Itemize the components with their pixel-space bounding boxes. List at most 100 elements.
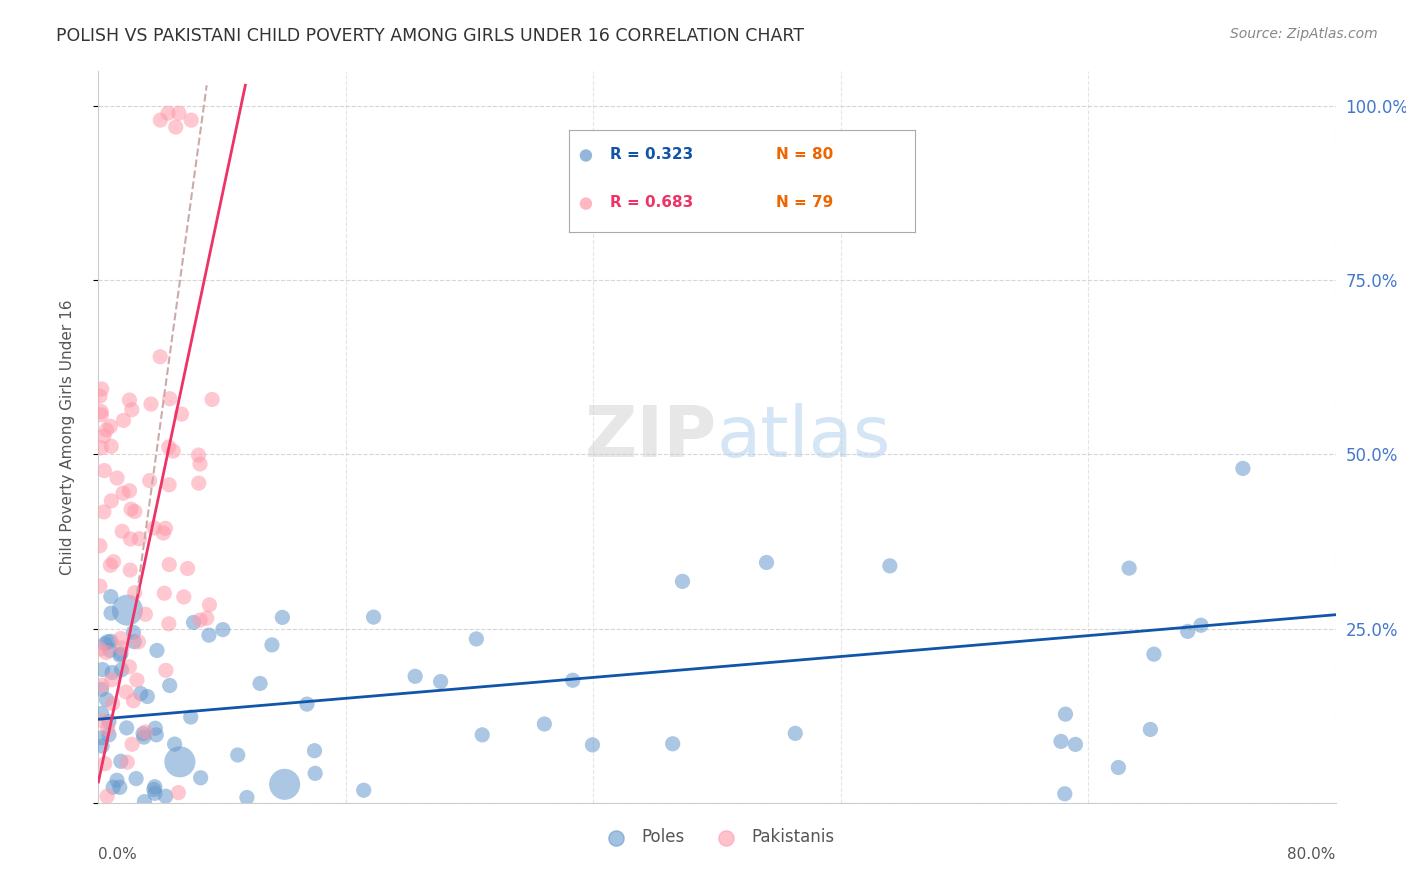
- Point: [304, 766, 326, 780]
- Point: [129, 687, 152, 701]
- Point: [1064, 738, 1087, 752]
- Point: [96, 789, 118, 804]
- Point: [429, 674, 451, 689]
- Point: [173, 590, 195, 604]
- Point: [211, 623, 233, 637]
- Point: [124, 634, 146, 648]
- Text: POLISH VS PAKISTANI CHILD POVERTY AMONG GIRLS UNDER 16 CORRELATION CHART: POLISH VS PAKISTANI CHILD POVERTY AMONG …: [56, 27, 804, 45]
- Point: [132, 726, 155, 740]
- Point: [111, 524, 134, 539]
- Point: [260, 638, 283, 652]
- Point: [122, 694, 145, 708]
- Point: [100, 558, 122, 573]
- Point: [755, 556, 778, 570]
- Point: [94, 637, 117, 651]
- Point: [226, 747, 249, 762]
- Point: [143, 786, 166, 800]
- Point: [1050, 734, 1073, 748]
- Point: [112, 486, 135, 500]
- Point: [105, 773, 128, 788]
- Point: [145, 728, 167, 742]
- Point: [115, 721, 138, 735]
- Point: [155, 789, 177, 804]
- Point: [110, 754, 132, 768]
- Point: [100, 590, 122, 604]
- Point: [120, 563, 142, 577]
- Point: [249, 676, 271, 690]
- Point: [112, 413, 135, 427]
- Point: [96, 692, 118, 706]
- Point: [143, 521, 166, 535]
- Point: [103, 555, 125, 569]
- Point: [152, 526, 174, 541]
- Point: [121, 737, 143, 751]
- Point: [91, 663, 114, 677]
- Point: [98, 419, 121, 434]
- Point: [157, 616, 180, 631]
- Point: [108, 780, 131, 795]
- Point: [97, 634, 120, 648]
- Point: [93, 505, 115, 519]
- Point: [134, 795, 156, 809]
- Point: [170, 407, 193, 421]
- Point: [295, 697, 318, 711]
- Point: [96, 423, 118, 437]
- Point: [100, 493, 122, 508]
- Point: [533, 717, 555, 731]
- Point: [157, 106, 180, 120]
- Point: [89, 389, 111, 403]
- Point: [105, 471, 128, 485]
- Point: [167, 106, 190, 120]
- Point: [138, 474, 160, 488]
- Text: atlas: atlas: [717, 402, 891, 472]
- Point: [93, 464, 115, 478]
- Point: [155, 521, 177, 535]
- Point: [100, 634, 122, 648]
- Point: [139, 397, 162, 411]
- Point: [1053, 787, 1076, 801]
- Point: [183, 615, 205, 630]
- Point: [153, 586, 176, 600]
- Point: [134, 725, 156, 739]
- Point: [103, 780, 125, 795]
- Point: [1143, 647, 1166, 661]
- Point: [118, 483, 141, 498]
- Point: [134, 607, 156, 622]
- Point: [581, 738, 603, 752]
- Point: [110, 647, 132, 661]
- Point: [304, 744, 326, 758]
- Point: [94, 756, 117, 771]
- Point: [143, 780, 166, 794]
- Point: [89, 579, 111, 593]
- Point: [128, 532, 150, 546]
- Point: [90, 731, 112, 745]
- Point: [110, 663, 132, 677]
- Point: [91, 714, 114, 729]
- Point: [90, 404, 112, 418]
- Point: [188, 457, 211, 471]
- Point: [127, 635, 149, 649]
- Point: [661, 737, 683, 751]
- Point: [90, 682, 112, 697]
- Point: [149, 113, 172, 128]
- Point: [111, 641, 134, 656]
- Legend: Poles, Pakistanis: Poles, Pakistanis: [593, 822, 841, 853]
- Point: [120, 532, 142, 546]
- Point: [271, 610, 294, 624]
- Point: [1054, 707, 1077, 722]
- Point: [879, 558, 901, 573]
- Point: [159, 392, 181, 406]
- Point: [124, 585, 146, 599]
- Point: [118, 660, 141, 674]
- Point: [90, 382, 112, 396]
- Point: [404, 669, 426, 683]
- Point: [146, 643, 169, 657]
- Point: [353, 783, 375, 797]
- Point: [91, 739, 114, 753]
- Point: [1118, 561, 1140, 575]
- Point: [465, 632, 488, 646]
- Point: [157, 440, 180, 454]
- Point: [159, 679, 181, 693]
- Point: [122, 625, 145, 640]
- Point: [90, 706, 112, 721]
